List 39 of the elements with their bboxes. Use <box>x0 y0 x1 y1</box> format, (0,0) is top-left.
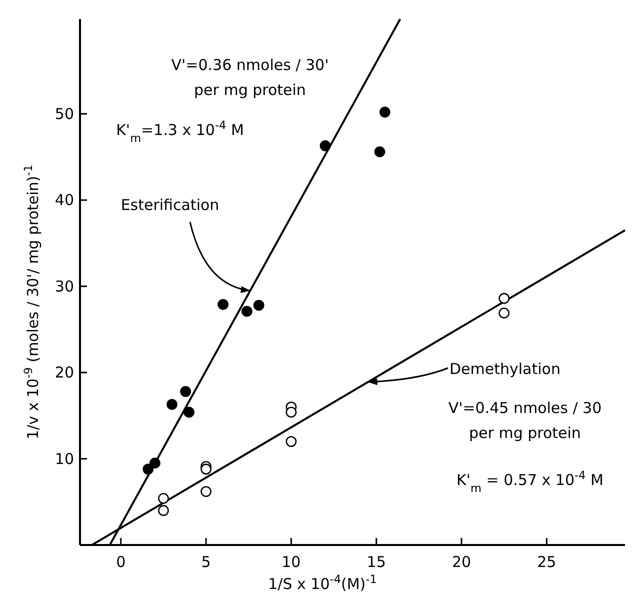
x-tick-label: 15 <box>366 553 386 571</box>
point <box>286 406 297 418</box>
point <box>253 300 264 311</box>
point <box>180 386 192 397</box>
x-tick-label: 0 <box>116 553 126 571</box>
annotation: K'$_{m}$ = 0.57 x 10$^{-4}$ M <box>456 468 604 494</box>
point <box>498 308 510 318</box>
point <box>379 106 390 118</box>
x-tick-label: 25 <box>537 553 556 571</box>
y-tick-label: 50 <box>54 104 74 123</box>
annotation: Demethylation <box>450 360 560 378</box>
point <box>286 436 297 447</box>
point <box>374 146 386 158</box>
point <box>200 464 212 475</box>
x-tick-label: 20 <box>452 553 472 571</box>
y-tick-label: 10 <box>54 450 74 468</box>
point <box>166 398 178 410</box>
point <box>158 505 169 516</box>
point <box>142 464 154 475</box>
point <box>218 298 229 310</box>
annotation: V'=0.45 nmoles / 30 <box>448 399 602 417</box>
point <box>184 406 194 418</box>
point <box>149 458 160 469</box>
x-tick-label: 5 <box>201 553 211 571</box>
x-tick-label: 10 <box>282 553 301 571</box>
annotation: per mg protein <box>469 424 581 442</box>
annotation: K'$_{m}$=1.3 x 10$^{-4}$ M <box>116 118 244 144</box>
point <box>320 140 331 152</box>
point <box>241 306 252 317</box>
annotation: V'=0.36 nmoles / 30' <box>171 56 329 74</box>
y-tick-label: 40 <box>54 191 74 210</box>
point <box>158 492 169 504</box>
y-tick-label: 20 <box>54 364 74 382</box>
annotation: Esterification <box>120 196 220 214</box>
point <box>498 292 510 304</box>
annotation: per mg protein <box>194 81 306 99</box>
x-axis-title: 1/S x 10$^{-4}$(M)$^{-1}$ <box>268 572 377 593</box>
y-tick-label: 30 <box>54 277 74 296</box>
point <box>200 486 212 497</box>
